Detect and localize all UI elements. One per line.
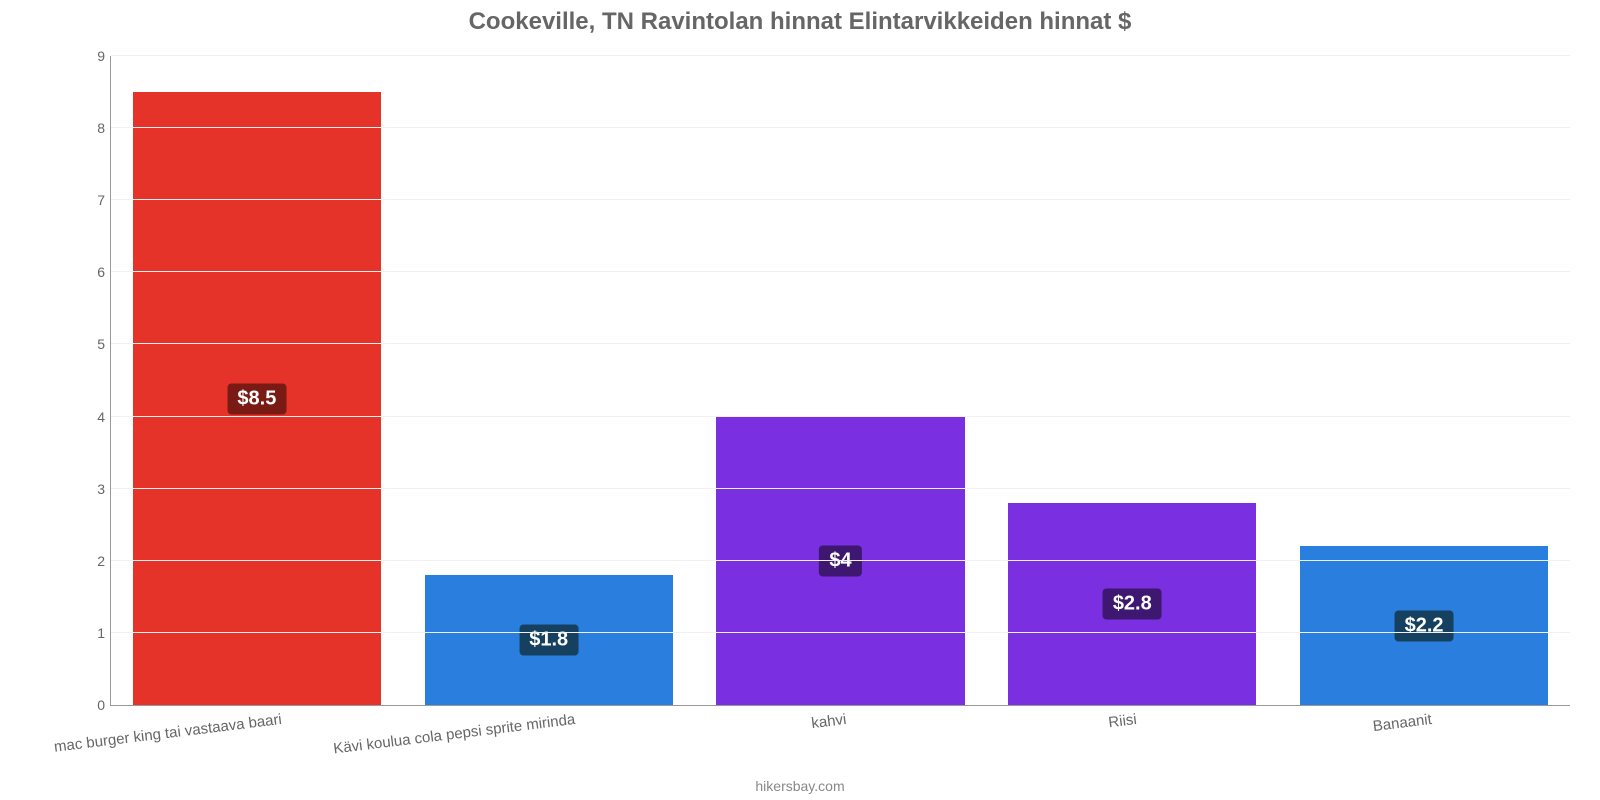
grid-line xyxy=(111,55,1570,56)
grid-line xyxy=(111,488,1570,489)
value-badge: $2.8 xyxy=(1103,589,1162,620)
y-tick-label: 0 xyxy=(81,697,105,713)
x-axis-label: Riisi xyxy=(1107,705,1138,731)
grid-line xyxy=(111,560,1570,561)
y-tick-label: 9 xyxy=(81,48,105,64)
bar-slot: $8.5 xyxy=(133,56,381,705)
grid-line xyxy=(111,416,1570,417)
chart-title: Cookeville, TN Ravintolan hinnat Elintar… xyxy=(0,8,1600,36)
price-bar-chart: Cookeville, TN Ravintolan hinnat Elintar… xyxy=(0,0,1600,800)
bar-slot: $2.2 xyxy=(1300,56,1548,705)
value-badge: $8.5 xyxy=(227,383,286,414)
chart-credit: hikersbay.com xyxy=(0,778,1600,794)
bars-layer: $8.5 $1.8 $4 $2.8 $2.2 xyxy=(111,56,1570,705)
y-tick-label: 4 xyxy=(81,409,105,425)
grid-line xyxy=(111,127,1570,128)
value-badge: $2.2 xyxy=(1395,610,1454,641)
y-tick-label: 7 xyxy=(81,192,105,208)
bar-slot: $1.8 xyxy=(425,56,673,705)
plot-area: $8.5$1.8$4$2.8$2.2 0123456789mac burger … xyxy=(110,56,1570,706)
x-axis-label: Kävi koulua cola pepsi sprite mirinda xyxy=(331,705,575,757)
grid-line xyxy=(111,632,1570,633)
y-tick-label: 8 xyxy=(81,120,105,136)
grid-line xyxy=(111,343,1570,344)
y-tick-label: 1 xyxy=(81,625,105,641)
bar-slot: $2.8 xyxy=(1008,56,1256,705)
bar-slot: $4 xyxy=(716,56,964,705)
y-tick-label: 3 xyxy=(81,481,105,497)
grid-line xyxy=(111,199,1570,200)
grid-line xyxy=(111,271,1570,272)
value-badge: $4 xyxy=(819,545,861,576)
value-badge: $1.8 xyxy=(519,625,578,656)
y-tick-label: 6 xyxy=(81,264,105,280)
x-axis-label: kahvi xyxy=(809,705,847,732)
y-tick-label: 2 xyxy=(81,553,105,569)
x-axis-label: Banaanit xyxy=(1371,705,1433,735)
y-tick-label: 5 xyxy=(81,336,105,352)
